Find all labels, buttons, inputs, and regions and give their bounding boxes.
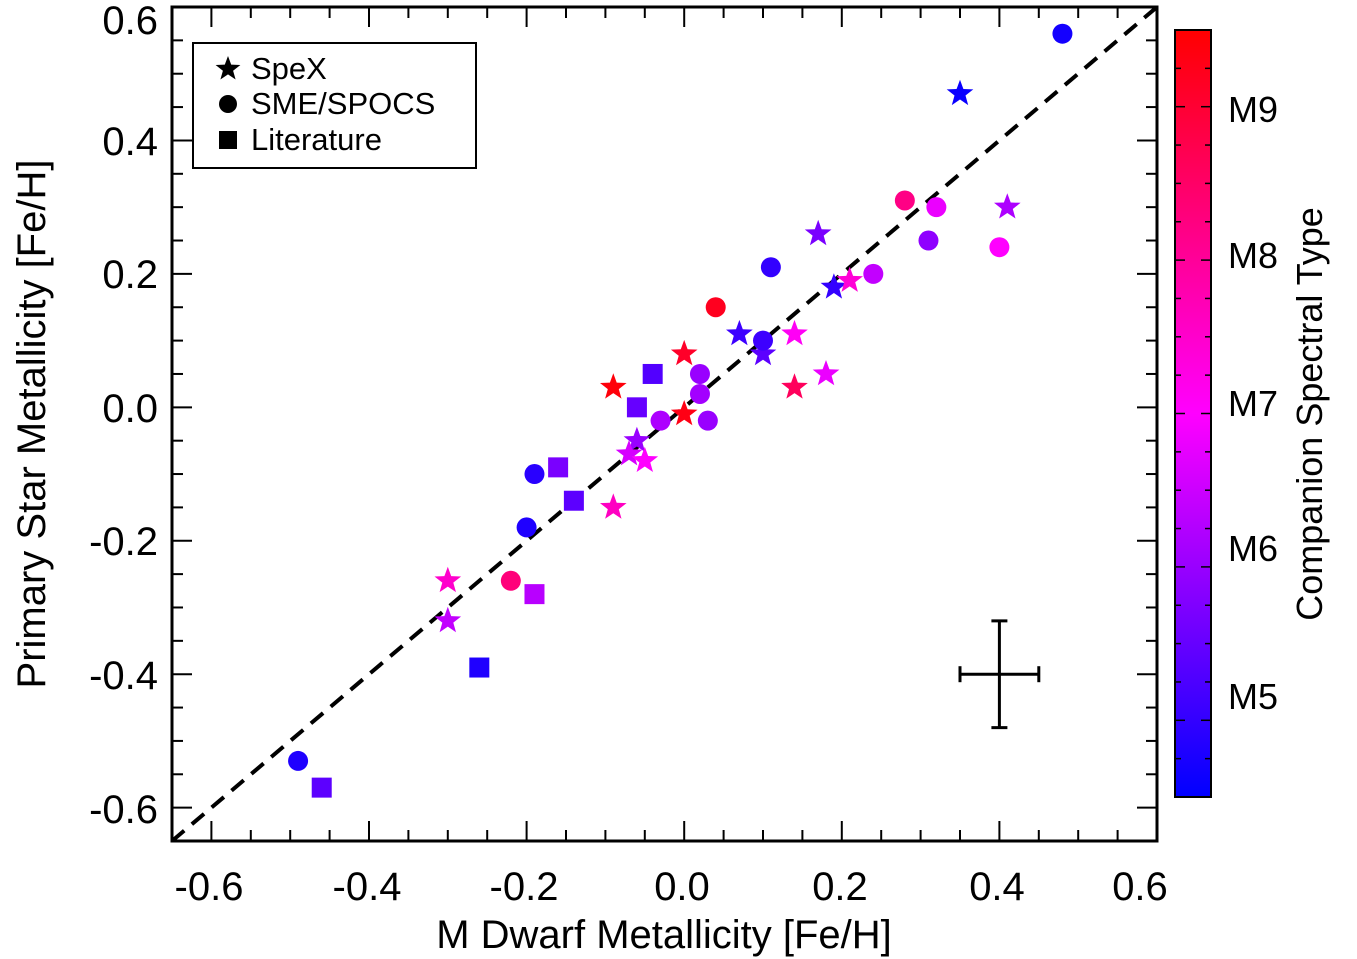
star-point xyxy=(434,606,462,633)
colorbar-tick-label: M7 xyxy=(1228,383,1278,424)
circle-point xyxy=(926,197,947,218)
star-point xyxy=(615,440,643,466)
star-point xyxy=(670,400,698,426)
star-point xyxy=(600,373,627,399)
x-tick-label: 0.4 xyxy=(969,865,1025,909)
star-point xyxy=(781,373,808,399)
square-point xyxy=(469,657,490,678)
star-point xyxy=(749,339,777,366)
legend-square-icon xyxy=(219,131,237,149)
y-tick-label: 0.2 xyxy=(102,253,158,297)
star-point xyxy=(820,273,848,299)
star-point xyxy=(600,493,627,519)
legend-star-icon xyxy=(215,56,241,80)
x-tick-label: 0.6 xyxy=(1112,865,1168,909)
star-point xyxy=(623,426,651,452)
circle-point xyxy=(760,257,781,278)
plot-frame xyxy=(170,5,1159,843)
y-tick-label: -0.6 xyxy=(89,788,158,832)
x-tick-labels: -0.6 -0.4 -0.2 0.0 0.2 0.4 0.6 xyxy=(175,865,1168,909)
square-point xyxy=(626,397,647,418)
legend-label-literature: Literature xyxy=(251,122,382,157)
circle-point xyxy=(697,410,718,431)
y-tick-label: 0.6 xyxy=(102,0,158,43)
legend-label-spex: SpeX xyxy=(251,51,327,86)
colorbar-tick-label: M8 xyxy=(1228,235,1278,276)
star-point xyxy=(836,266,863,292)
one-to-one-dashed-line xyxy=(170,5,1159,843)
circle-point xyxy=(516,517,537,538)
y-axis-title: Primary Star Metallicity [Fe/H] xyxy=(10,160,54,689)
y-tick-label: 0.0 xyxy=(102,387,158,431)
x-tick-label: 0.0 xyxy=(654,865,710,909)
colorbar-tick-label: M6 xyxy=(1228,528,1278,569)
x-tick-label: -0.4 xyxy=(333,865,402,909)
circle-point xyxy=(705,297,726,318)
x-tick-label: -0.6 xyxy=(175,865,244,909)
square-point xyxy=(548,457,569,478)
circle-point xyxy=(650,410,671,431)
star-point xyxy=(946,79,974,106)
star-point xyxy=(631,446,659,472)
circle-point xyxy=(689,363,710,384)
colorbar-tick-label: M9 xyxy=(1228,89,1278,130)
star-point xyxy=(812,360,840,386)
star-point xyxy=(726,319,753,346)
circle-point xyxy=(753,330,773,351)
y-tick-label: 0.4 xyxy=(102,120,158,164)
circle-point xyxy=(894,190,915,211)
data-points xyxy=(288,23,1073,798)
circle-point xyxy=(918,230,939,251)
colorbar-ticks xyxy=(1175,67,1211,760)
circle-point xyxy=(689,383,710,404)
colorbar-tick-label: M5 xyxy=(1228,676,1278,717)
star-point xyxy=(434,566,462,593)
star-point xyxy=(781,319,808,346)
circle-point xyxy=(524,464,545,485)
circle-point xyxy=(863,263,884,284)
circle-point xyxy=(288,750,309,771)
square-point xyxy=(563,490,584,511)
x-tick-label: -0.2 xyxy=(490,865,559,909)
circle-point xyxy=(989,237,1010,258)
x-tick-label: 0.2 xyxy=(812,865,868,909)
circle-point xyxy=(500,570,521,591)
square-point xyxy=(524,584,545,605)
colorbar: M5 M6 M7 M8 M9 Companion Spectral Type xyxy=(1174,29,1330,798)
y-tick-labels: -0.6 -0.4 -0.2 0.0 0.2 0.4 0.6 xyxy=(89,0,158,832)
legend-label-sme-spocs: SME/SPOCS xyxy=(251,86,435,121)
colorbar-title: Companion Spectral Type xyxy=(1289,207,1330,621)
typical-error-bar xyxy=(958,619,1041,730)
legend-circle-icon xyxy=(219,95,237,113)
legend-box xyxy=(192,42,477,169)
axis-ticks xyxy=(171,6,1158,842)
y-tick-label: -0.4 xyxy=(89,654,158,698)
star-point xyxy=(994,193,1021,219)
star-point xyxy=(670,339,698,366)
legend: SpeX SME/SPOCS Literature xyxy=(192,42,477,169)
square-point xyxy=(311,777,332,798)
circle-point xyxy=(1052,23,1073,44)
y-tick-label: -0.2 xyxy=(89,520,158,564)
one-to-one-line xyxy=(170,5,1159,843)
square-point xyxy=(642,363,663,384)
star-point xyxy=(804,219,832,246)
x-axis-title: M Dwarf Metallicity [Fe/H] xyxy=(436,913,892,957)
